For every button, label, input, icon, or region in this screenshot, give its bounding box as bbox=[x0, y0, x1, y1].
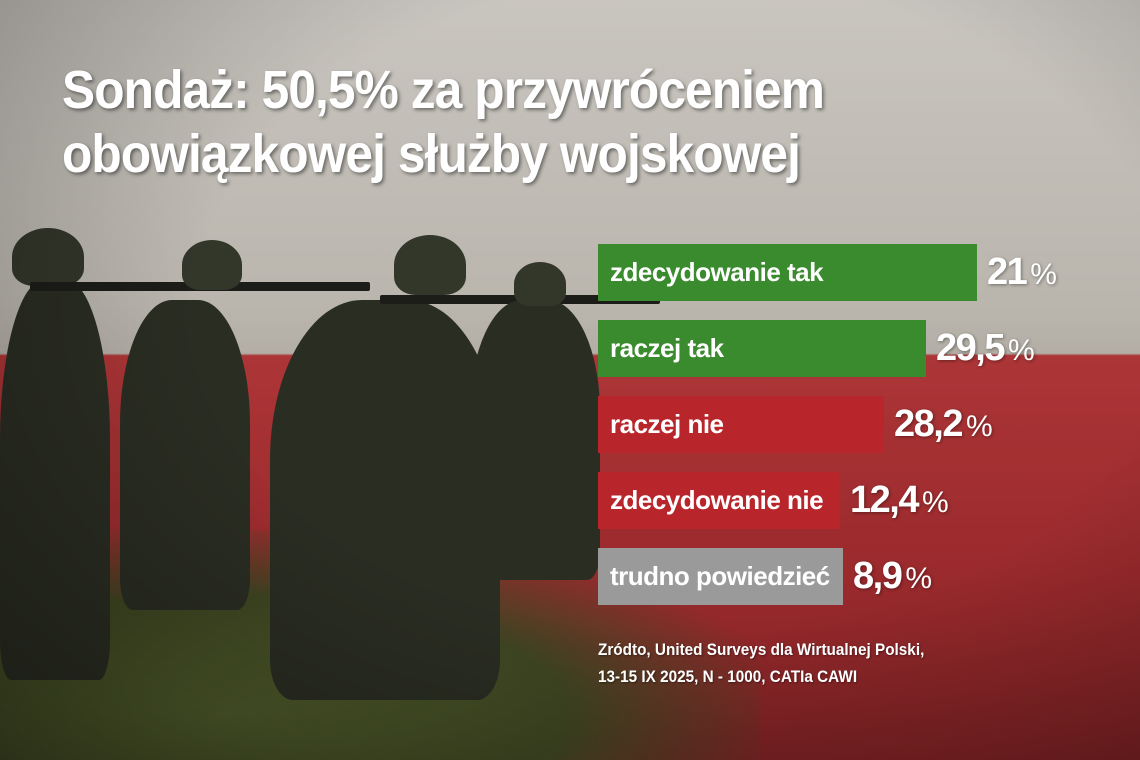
value-label: 29,5% bbox=[936, 327, 1035, 370]
value-label: 8,9% bbox=[853, 555, 932, 598]
percent-sign: % bbox=[965, 410, 993, 443]
headline-line-2: obowiązkowej służby wojskowej bbox=[62, 124, 801, 184]
value-number: 21 bbox=[987, 251, 1028, 293]
bar-row: zdecydowanie nie 12,4% bbox=[598, 472, 1055, 529]
bar-row: zdecydowanie tak 21% bbox=[598, 244, 1057, 301]
value-number: 12,4 bbox=[850, 479, 919, 521]
bar: zdecydowanie nie bbox=[598, 472, 840, 529]
bar-row: raczej nie 28,2% bbox=[598, 396, 1055, 453]
value-number: 29,5 bbox=[936, 327, 1005, 369]
source-line-1: Zródto, United Surveys dla Wirtualnej Po… bbox=[598, 640, 925, 659]
bar-row: trudno powiedzieć 8,9% bbox=[598, 548, 1055, 605]
bar-label: raczej tak bbox=[610, 333, 724, 363]
bar-chart: zdecydowanie tak 21% raczej tak 29,5% raczej… bbox=[598, 244, 1057, 624]
value-number: 8,9 bbox=[853, 555, 903, 597]
percent-sign: % bbox=[905, 562, 932, 595]
bar-label: trudno powiedzieć bbox=[610, 561, 830, 591]
percent-sign: % bbox=[1007, 334, 1035, 367]
bar-label: zdecydowanie nie bbox=[610, 485, 824, 515]
percent-sign: % bbox=[1030, 258, 1057, 291]
headline: Sondaż: 50,5% za przywróceniem obowiązko… bbox=[62, 58, 825, 186]
value-label: 28,2% bbox=[894, 403, 993, 446]
value-label: 12,4% bbox=[850, 479, 949, 522]
bar: raczej tak bbox=[598, 320, 926, 377]
bar-label: raczej nie bbox=[610, 409, 724, 439]
bar-label: zdecydowanie tak bbox=[610, 257, 824, 287]
bar: raczej nie bbox=[598, 396, 884, 453]
source-note: Zródto, United Surveys dla Wirtualnej Po… bbox=[598, 636, 924, 690]
source-line-2: 13-15 IX 2025, N - 1000, CATIa CAWI bbox=[598, 667, 858, 686]
headline-line-1: Sondaż: 50,5% za przywróceniem bbox=[62, 60, 825, 120]
bar: trudno powiedzieć bbox=[598, 548, 843, 605]
value-number: 28,2 bbox=[894, 403, 963, 445]
percent-sign: % bbox=[921, 486, 949, 519]
value-label: 21% bbox=[987, 251, 1057, 294]
bar-row: raczej tak 29,5% bbox=[598, 320, 1055, 377]
bar: zdecydowanie tak bbox=[598, 244, 977, 301]
